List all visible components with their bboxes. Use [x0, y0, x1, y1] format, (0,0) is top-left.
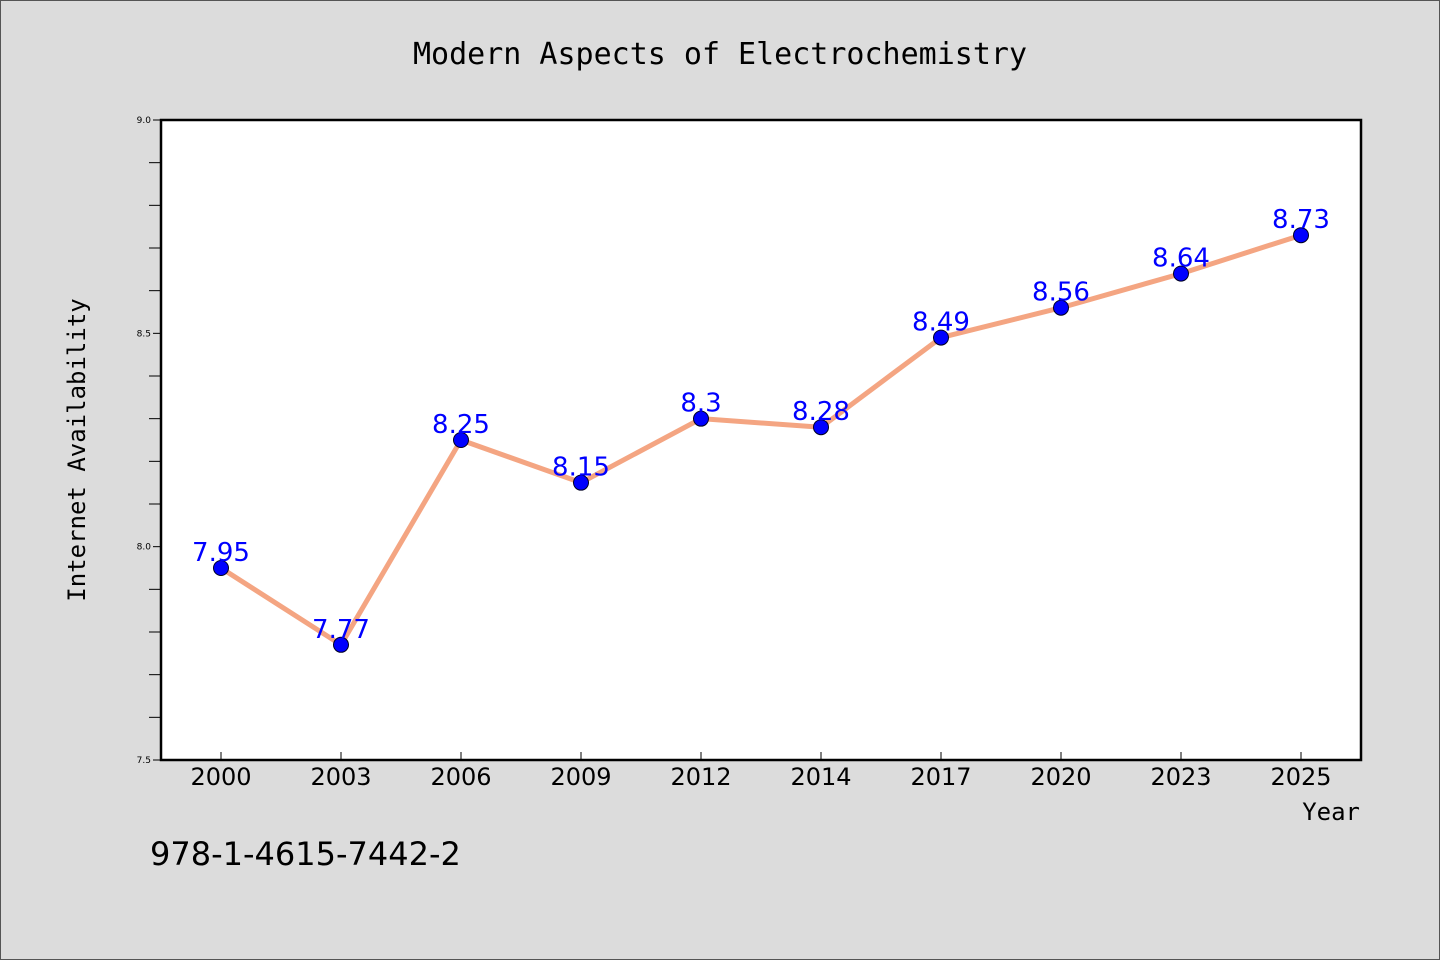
data-labels: 7.95 7.77 8.25 8.15 8.3 8.28 8.49 8.56 8.64 8.73 [192, 205, 1330, 645]
data-label: 8.15 [552, 453, 610, 483]
x-tick-label: 2000 [190, 763, 251, 791]
x-tick-label: 2017 [910, 763, 971, 791]
data-label: 7.95 [192, 538, 250, 568]
data-point [333, 636, 349, 653]
data-point [1053, 299, 1069, 316]
data-point [213, 560, 229, 576]
y-tick-label: 9.0 [137, 116, 152, 126]
series-markers [213, 227, 1309, 653]
x-tick-label: 2012 [670, 763, 731, 791]
y-axis-label: Internet Availability [63, 298, 91, 601]
data-point [453, 432, 469, 448]
data-point [693, 410, 709, 427]
y-tick-label: 8.0 [137, 543, 152, 553]
data-label: 8.3 [680, 389, 721, 419]
chart-title: Modern Aspects of Electrochemistry [413, 37, 1027, 72]
x-tick-label: 2009 [550, 763, 611, 791]
isbn-annotation: 978-1-4615-7442-2 [150, 835, 461, 873]
data-label: 8.25 [432, 410, 490, 440]
data-point [573, 474, 589, 491]
data-label: 8.49 [912, 308, 970, 338]
data-label: 8.28 [792, 397, 850, 427]
y-axis: 7.5 8.0 8.5 9.0 [137, 116, 161, 766]
x-tick-label: 2006 [430, 763, 491, 791]
x-tick-label: 2023 [1150, 763, 1211, 791]
data-point [933, 329, 949, 346]
x-tick-label: 2020 [1030, 763, 1091, 791]
data-label: 8.64 [1152, 244, 1210, 274]
x-tick-label: 2003 [310, 763, 371, 791]
plot-area [159, 118, 1363, 762]
y-tick-label: 8.5 [137, 329, 151, 339]
series-line [218, 232, 1304, 648]
x-tick-label: 2014 [790, 763, 851, 791]
x-tick-label: 2025 [1270, 763, 1331, 791]
data-point [1293, 227, 1309, 244]
x-axis: 2000 2003 2006 2009 2012 2014 2017 2020 2023 2025 [190, 752, 1332, 791]
data-point [1173, 265, 1189, 282]
y-tick-label: 7.5 [137, 756, 151, 766]
data-label: 8.56 [1032, 278, 1090, 308]
data-point [813, 419, 829, 436]
x-axis-label: Year [1302, 798, 1360, 826]
data-label: 8.73 [1272, 205, 1330, 235]
data-label: 7.77 [312, 615, 370, 645]
